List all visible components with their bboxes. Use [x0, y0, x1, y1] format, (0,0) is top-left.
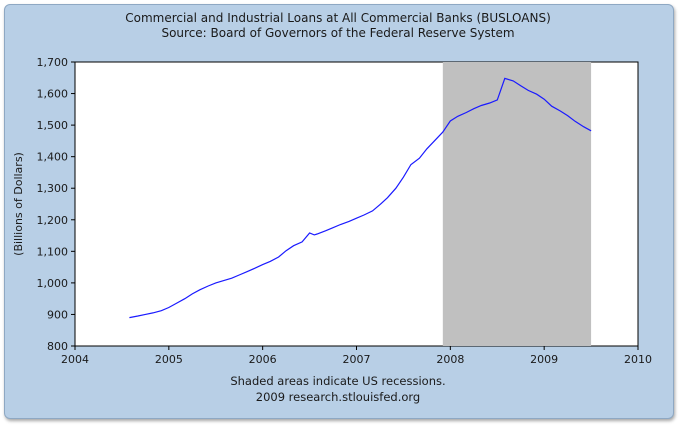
x-tick-label: 2008 [436, 353, 464, 366]
chart-subtitle: Source: Board of Governors of the Federa… [161, 26, 514, 40]
y-tick-label: 1,200 [37, 214, 69, 227]
y-axis: 800 900 1,000 1,100 1,200 1,300 1,400 1,500 1,60… [37, 56, 75, 353]
x-tick-label: 2006 [249, 353, 277, 366]
source-credit: 2009 research.stlouisfed.org [256, 390, 420, 404]
y-tick-label: 1,000 [37, 277, 69, 290]
x-tick-label: 2007 [343, 353, 371, 366]
chart-title: Commercial and Industrial Loans at All C… [125, 11, 551, 25]
y-tick-label: 1,700 [37, 56, 69, 69]
y-tick-label: 1,600 [37, 88, 69, 101]
recession-shading [442, 62, 592, 346]
y-tick-label: 1,500 [37, 119, 69, 132]
series-line [129, 77, 592, 319]
chart-frame: Commercial and Industrial Loans at All C… [4, 4, 674, 419]
recession-note: Shaded areas indicate US recessions. [230, 374, 445, 388]
x-tick-label: 2009 [530, 353, 558, 366]
y-tick-label: 1,300 [37, 182, 69, 195]
y-tick-label: 900 [47, 308, 68, 321]
chart: Commercial and Industrial Loans at All C… [12, 11, 652, 404]
x-tick-label: 2004 [61, 353, 89, 366]
x-axis: 2004 2005 2006 2007 2008 2009 2010 [61, 346, 652, 366]
y-tick-label: 800 [47, 340, 68, 353]
y-axis-label: (Billions of Dollars) [12, 152, 25, 256]
recession-band [442, 62, 592, 346]
y-tick-label: 1,100 [37, 245, 69, 258]
y-tick-label: 1,400 [37, 151, 69, 164]
x-tick-label: 2010 [624, 353, 652, 366]
x-tick-label: 2005 [155, 353, 183, 366]
